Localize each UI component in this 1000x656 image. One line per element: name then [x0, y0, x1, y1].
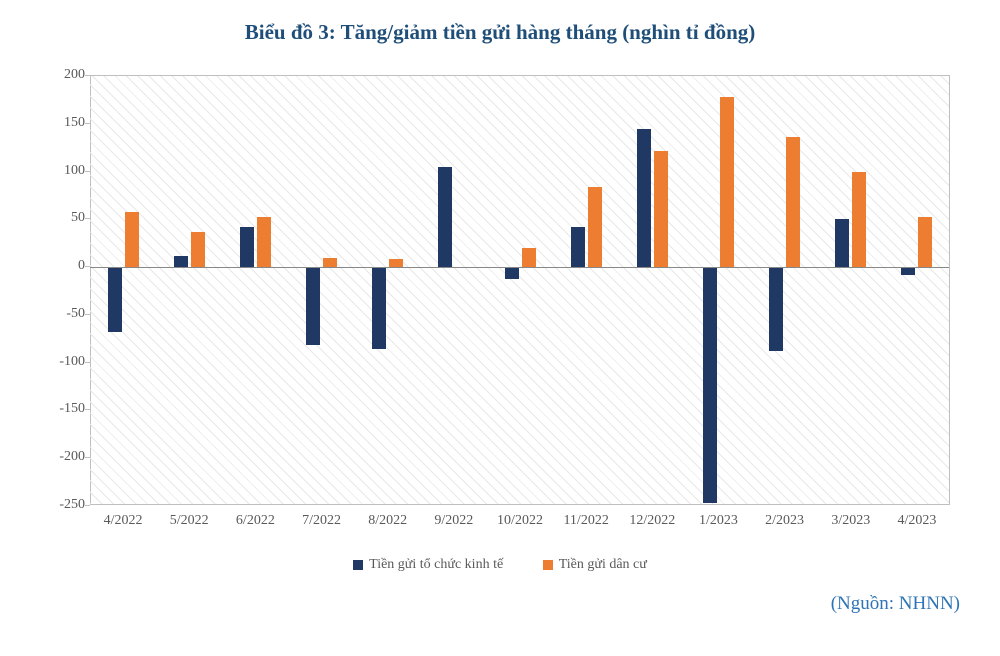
x-tick-label: 4/2023: [897, 513, 936, 529]
bar: [125, 212, 139, 267]
y-tick: [85, 505, 90, 506]
y-tick-label: -250: [35, 497, 85, 513]
bar: [901, 267, 915, 275]
bar: [703, 267, 717, 503]
x-tick-label: 10/2022: [497, 513, 543, 529]
zero-line: [90, 267, 949, 268]
bar: [505, 267, 519, 278]
bar: [571, 227, 585, 267]
legend-swatch-1: [543, 560, 553, 570]
y-tick-label: -50: [35, 306, 85, 322]
chart-container: -250-200-150-100-50050100150200 4/20225/…: [40, 65, 960, 545]
x-tick-label: 11/2022: [563, 513, 608, 529]
y-tick-label: -200: [35, 449, 85, 465]
x-tick-label: 9/2022: [434, 513, 473, 529]
bar: [637, 129, 651, 268]
y-tick-label: 200: [35, 67, 85, 83]
bar: [522, 248, 536, 267]
x-tick-label: 5/2022: [170, 513, 209, 529]
y-tick: [85, 457, 90, 458]
y-tick: [85, 218, 90, 219]
y-tick: [85, 314, 90, 315]
bar: [835, 219, 849, 267]
bar: [786, 137, 800, 267]
legend-item-series-0: Tiền gửi tổ chức kinh tế: [353, 557, 503, 573]
y-tick-label: 50: [35, 210, 85, 226]
bar: [720, 97, 734, 267]
bar: [323, 258, 337, 268]
chart-title: Biểu đồ 3: Tăng/giảm tiền gửi hàng tháng…: [20, 20, 980, 45]
y-tick: [85, 266, 90, 267]
y-tick-label: 100: [35, 163, 85, 179]
bar: [588, 187, 602, 267]
y-tick: [85, 75, 90, 76]
source-note: (Nguồn: NHNN): [20, 593, 960, 615]
x-tick-label: 2/2023: [765, 513, 804, 529]
plot-area: [90, 75, 950, 505]
x-tick-label: 1/2023: [699, 513, 738, 529]
bar: [389, 259, 403, 268]
legend-label-1: Tiền gửi dân cư: [559, 557, 647, 573]
x-tick-label: 7/2022: [302, 513, 341, 529]
y-tick: [85, 362, 90, 363]
x-tick-label: 4/2022: [104, 513, 143, 529]
legend-label-0: Tiền gửi tổ chức kinh tế: [369, 557, 503, 573]
x-tick-label: 8/2022: [368, 513, 407, 529]
bar: [769, 267, 783, 351]
x-tick-label: 6/2022: [236, 513, 275, 529]
bar: [306, 267, 320, 345]
bar: [654, 151, 668, 267]
bar: [240, 227, 254, 267]
bar: [438, 167, 452, 267]
bar: [918, 217, 932, 267]
legend-item-series-1: Tiền gửi dân cư: [543, 557, 647, 573]
bar: [257, 217, 271, 267]
y-tick-label: -150: [35, 401, 85, 417]
y-tick: [85, 409, 90, 410]
bar: [108, 267, 122, 332]
y-tick: [85, 171, 90, 172]
legend-swatch-0: [353, 560, 363, 570]
y-tick-label: 0: [35, 258, 85, 274]
bars-layer: [90, 76, 949, 504]
bar: [174, 256, 188, 267]
y-tick-label: -100: [35, 354, 85, 370]
legend: Tiền gửi tổ chức kinh tế Tiền gửi dân cư: [20, 557, 980, 575]
x-tick-label: 12/2022: [629, 513, 675, 529]
x-tick-label: 3/2023: [831, 513, 870, 529]
y-tick: [85, 123, 90, 124]
bar: [191, 232, 205, 267]
y-tick-label: 150: [35, 115, 85, 131]
bar: [852, 172, 866, 268]
bar: [372, 267, 386, 349]
